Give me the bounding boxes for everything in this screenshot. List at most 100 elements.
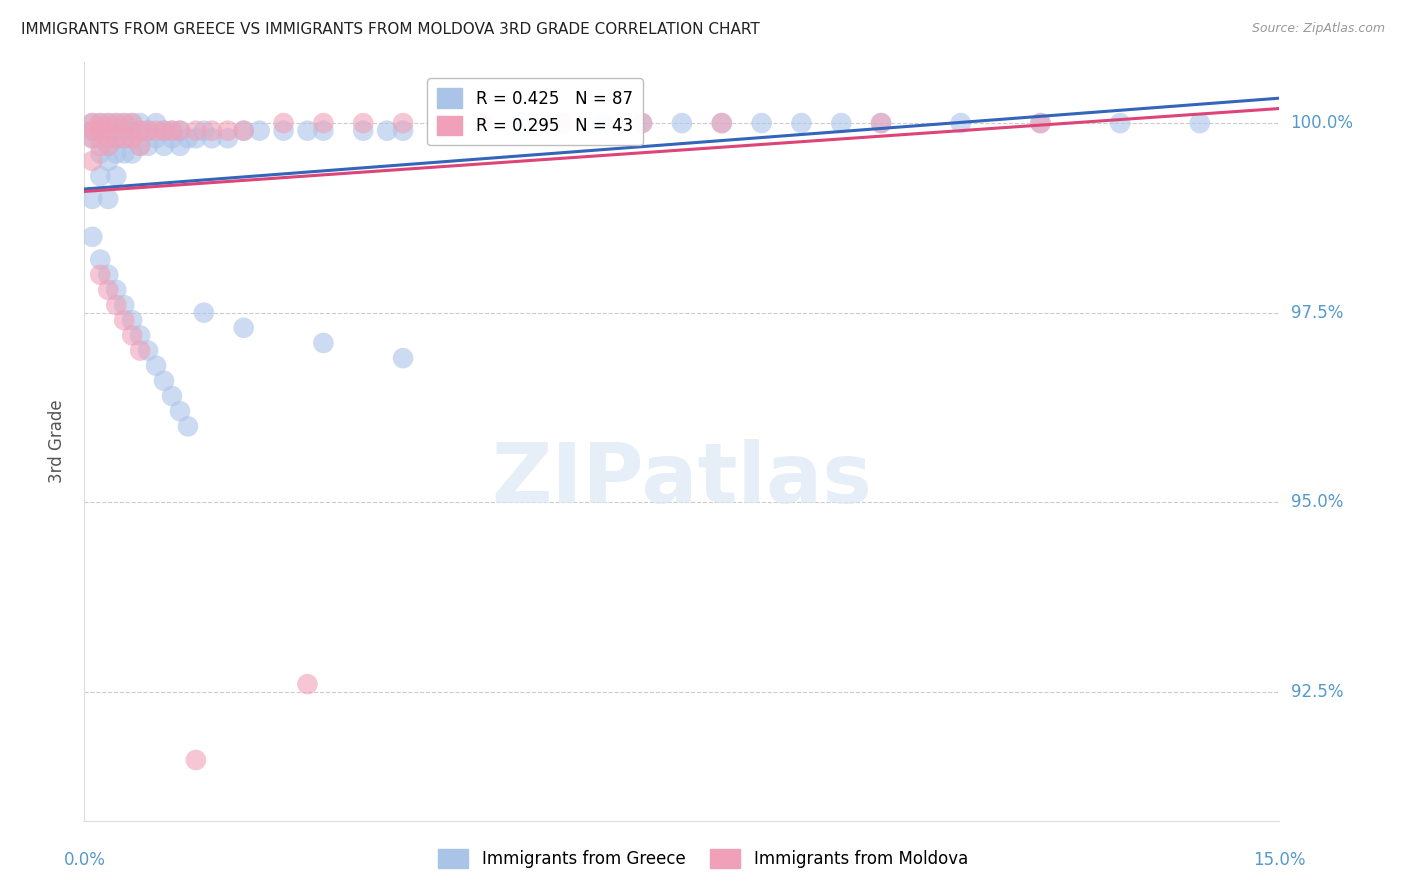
Point — [97, 154, 120, 169]
Point — [105, 124, 128, 138]
Point — [145, 116, 167, 130]
Point — [312, 336, 335, 351]
Point — [217, 124, 239, 138]
Point — [145, 359, 167, 373]
Point — [153, 124, 176, 138]
Point — [145, 124, 167, 138]
Point — [89, 139, 111, 153]
Point — [392, 351, 415, 366]
Point — [201, 131, 224, 145]
Point — [97, 116, 120, 130]
Text: 92.5%: 92.5% — [1291, 682, 1343, 701]
Point — [89, 116, 111, 130]
Point — [89, 124, 111, 138]
Point — [830, 116, 852, 130]
Point — [273, 124, 295, 138]
Text: 97.5%: 97.5% — [1291, 303, 1343, 322]
Point — [790, 116, 813, 130]
Point — [273, 116, 295, 130]
Point — [153, 124, 176, 138]
Y-axis label: 3rd Grade: 3rd Grade — [48, 400, 66, 483]
Point — [129, 139, 152, 153]
Point — [160, 124, 183, 138]
Point — [82, 192, 104, 206]
Point — [129, 116, 152, 130]
Point — [160, 131, 183, 145]
Text: ZIPatlas: ZIPatlas — [492, 439, 872, 520]
Text: 95.0%: 95.0% — [1291, 493, 1343, 511]
Point — [201, 124, 224, 138]
Point — [193, 124, 215, 138]
Point — [297, 677, 319, 691]
Point — [112, 116, 135, 130]
Point — [89, 252, 111, 267]
Point — [184, 753, 207, 767]
Point — [232, 124, 254, 138]
Point — [184, 124, 207, 138]
Point — [392, 124, 415, 138]
Point — [82, 131, 104, 145]
Point — [153, 374, 176, 388]
Point — [97, 192, 120, 206]
Point — [112, 131, 135, 145]
Point — [82, 124, 104, 138]
Point — [97, 116, 120, 130]
Point — [949, 116, 972, 130]
Point — [710, 116, 733, 130]
Point — [112, 313, 135, 327]
Point — [232, 321, 254, 335]
Point — [471, 116, 494, 130]
Point — [392, 116, 415, 130]
Point — [129, 124, 152, 138]
Point — [1029, 116, 1052, 130]
Point — [121, 131, 143, 145]
Point — [121, 328, 143, 343]
Text: 0.0%: 0.0% — [63, 851, 105, 869]
Point — [312, 124, 335, 138]
Point — [1109, 116, 1132, 130]
Point — [297, 124, 319, 138]
Point — [89, 146, 111, 161]
Point — [129, 139, 152, 153]
Text: 15.0%: 15.0% — [1253, 851, 1306, 869]
Point — [432, 116, 454, 130]
Point — [232, 124, 254, 138]
Point — [129, 124, 152, 138]
Point — [82, 230, 104, 244]
Point — [112, 146, 135, 161]
Point — [169, 124, 191, 138]
Point — [1188, 116, 1211, 130]
Point — [89, 169, 111, 184]
Text: Source: ZipAtlas.com: Source: ZipAtlas.com — [1251, 22, 1385, 36]
Point — [631, 116, 654, 130]
Point — [97, 131, 120, 145]
Point — [82, 116, 104, 130]
Point — [129, 328, 152, 343]
Point — [751, 116, 773, 130]
Point — [97, 124, 120, 138]
Point — [89, 124, 111, 138]
Point — [129, 343, 152, 358]
Point — [471, 116, 494, 130]
Point — [136, 124, 159, 138]
Point — [870, 116, 893, 130]
Legend: Immigrants from Greece, Immigrants from Moldova: Immigrants from Greece, Immigrants from … — [432, 842, 974, 875]
Point — [82, 124, 104, 138]
Point — [160, 389, 183, 403]
Legend: R = 0.425   N = 87, R = 0.295   N = 43: R = 0.425 N = 87, R = 0.295 N = 43 — [427, 78, 643, 145]
Point — [631, 116, 654, 130]
Point — [121, 124, 143, 138]
Point — [105, 283, 128, 297]
Point — [82, 116, 104, 130]
Point — [105, 116, 128, 130]
Point — [312, 116, 335, 130]
Point — [105, 131, 128, 145]
Point — [352, 124, 374, 138]
Point — [512, 116, 534, 130]
Point — [97, 139, 120, 153]
Point — [352, 116, 374, 130]
Point — [89, 268, 111, 282]
Point — [145, 131, 167, 145]
Point — [112, 116, 135, 130]
Point — [97, 283, 120, 297]
